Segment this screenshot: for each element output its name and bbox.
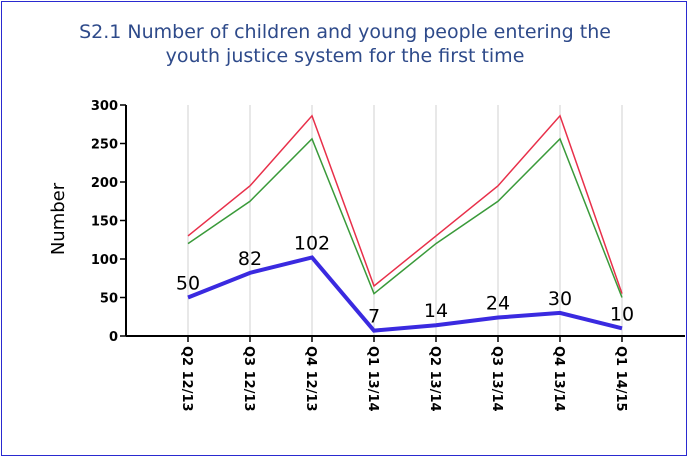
data-label: 102 (294, 232, 330, 254)
chart-title: S2.1 Number of children and young people… (0, 20, 690, 68)
data-label: 30 (548, 288, 572, 310)
y-tick-label: 200 (91, 176, 118, 191)
y-tick-label: 50 (100, 292, 118, 307)
x-tick-label: Q4 12/13 (303, 346, 318, 412)
x-tick-label: Q3 13/14 (489, 346, 504, 412)
data-label: 7 (368, 306, 380, 328)
data-label: 10 (610, 303, 634, 325)
x-tick-label: Q4 13/14 (551, 346, 566, 412)
series-line-1 (187, 114, 623, 294)
x-tick-label: Q1 13/14 (365, 346, 380, 412)
series-line-3 (187, 255, 623, 333)
x-tick-label: Q2 13/14 (427, 346, 442, 412)
y-tick-label: 250 (91, 138, 118, 153)
x-tick-label: Q1 14/15 (613, 346, 628, 412)
y-tick-label: 300 (91, 99, 118, 114)
x-tick-label: Q2 12/13 (179, 346, 194, 412)
chart-title-line-2: youth justice system for the first time (165, 45, 525, 67)
data-label: 24 (486, 293, 510, 315)
y-tick-label: 0 (109, 330, 118, 345)
series-line-2 (187, 137, 623, 298)
y-tick-label: 150 (91, 215, 118, 230)
y-axis-label: Number (48, 182, 69, 255)
data-label: 14 (424, 300, 448, 322)
chart-title-line-1: S2.1 Number of children and young people… (79, 21, 611, 43)
data-label: 82 (238, 248, 262, 270)
data-label: 50 (176, 273, 200, 295)
x-tick-label: Q3 12/13 (241, 346, 256, 412)
y-tick-label: 100 (91, 253, 118, 268)
